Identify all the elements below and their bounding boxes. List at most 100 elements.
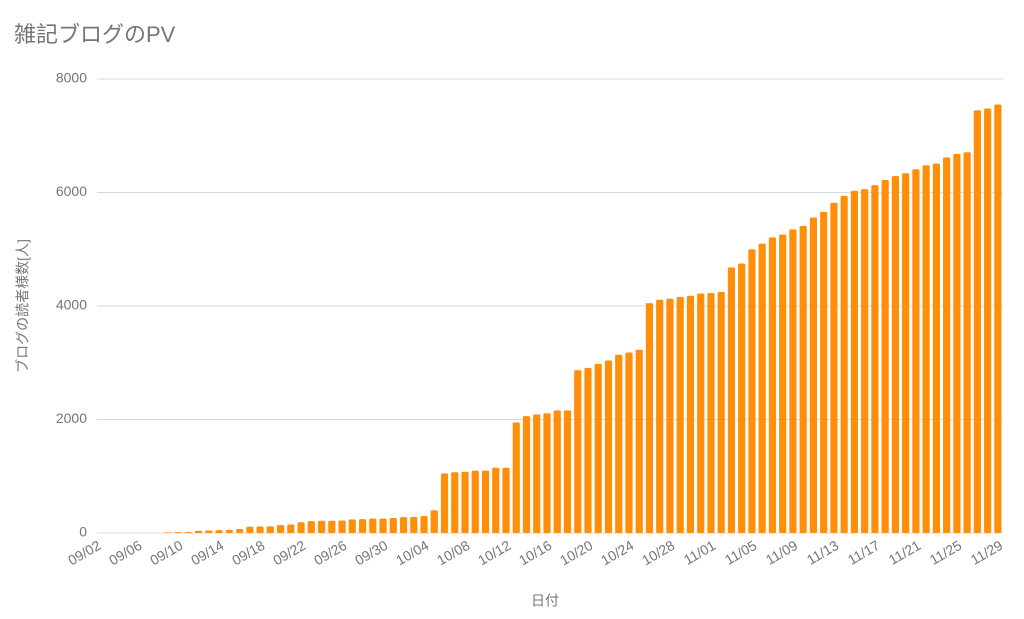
bar (410, 516, 418, 533)
bar (615, 354, 623, 533)
bar (809, 217, 818, 533)
bar (184, 531, 192, 533)
x-tick-label: 11/17 (845, 537, 883, 568)
bar (297, 522, 305, 533)
bar (779, 234, 787, 533)
bar (451, 472, 459, 533)
bar (584, 367, 592, 533)
chart-title: 雑記ブログのPV (14, 22, 176, 47)
x-tick-label: 10/20 (557, 537, 596, 568)
y-tick-label: 8000 (56, 70, 87, 86)
bar (440, 473, 449, 533)
bar (399, 517, 408, 533)
bar (553, 410, 561, 533)
bar (194, 530, 203, 533)
bar (943, 157, 951, 533)
bar (953, 153, 961, 533)
bar (389, 517, 397, 533)
bar (861, 189, 869, 533)
bar (522, 416, 531, 533)
y-tick-label: 2000 (56, 410, 87, 426)
bar (276, 525, 285, 533)
x-tick-label: 09/18 (229, 537, 268, 568)
x-tick-label: 09/06 (106, 537, 145, 568)
x-tick-label: 11/25 (927, 537, 965, 568)
bar (502, 467, 510, 533)
bar (328, 520, 336, 533)
bar (235, 529, 244, 533)
bar (850, 190, 859, 534)
bar (707, 292, 715, 533)
bar (891, 176, 900, 534)
x-tick-label: 10/28 (639, 537, 678, 568)
bar (174, 532, 182, 533)
bar (164, 532, 172, 533)
bar (225, 529, 233, 533)
bar (635, 349, 643, 533)
y-axis-label: ブログの読者様数[人] (15, 239, 31, 373)
bar (420, 515, 428, 533)
x-tick-label: 11/01 (681, 537, 719, 568)
bar (902, 173, 910, 533)
x-tick-label: 10/16 (516, 537, 555, 568)
bar (358, 519, 367, 533)
x-axis-label: 日付 (531, 593, 559, 609)
x-tick-label: 10/08 (434, 537, 473, 568)
bar (830, 202, 838, 533)
x-tick-label: 11/09 (763, 537, 801, 568)
x-tick-label: 09/10 (147, 537, 186, 568)
bar (645, 303, 654, 533)
bar (543, 413, 551, 533)
bar (912, 169, 920, 534)
x-tick-label: 10/24 (598, 537, 637, 568)
bar (686, 295, 695, 533)
bar (256, 526, 264, 533)
x-tick-label: 10/04 (393, 537, 432, 568)
bar (840, 195, 848, 533)
bar (594, 363, 602, 533)
bar (881, 180, 889, 533)
bar (697, 293, 705, 533)
bar (625, 352, 633, 533)
bar (379, 518, 387, 533)
bar (266, 526, 274, 533)
y-tick-label: 4000 (56, 297, 87, 313)
bar (758, 243, 766, 533)
x-tick-label: 11/13 (804, 537, 842, 568)
x-tick-label: 09/02 (65, 537, 104, 568)
bar (932, 163, 940, 533)
bar (215, 530, 223, 533)
bar (307, 521, 315, 533)
x-tick-label: 11/05 (722, 537, 760, 568)
bar (338, 520, 346, 533)
bar (717, 291, 725, 533)
bar (205, 530, 213, 533)
bar (963, 152, 971, 533)
bar (246, 526, 254, 533)
y-tick-label: 0 (79, 524, 87, 540)
bar (666, 298, 674, 533)
bar (676, 296, 684, 533)
x-tick-label: 09/22 (270, 537, 309, 568)
bar (973, 110, 981, 534)
bar (512, 422, 520, 533)
bar (984, 108, 992, 533)
y-tick-label: 6000 (56, 183, 87, 199)
bar (748, 249, 756, 533)
bar (461, 471, 469, 533)
x-tick-label: 09/30 (352, 537, 391, 568)
bar (471, 470, 479, 533)
bar (604, 360, 613, 533)
bar (492, 467, 500, 533)
bar (287, 524, 295, 533)
bar (533, 414, 541, 533)
bar (871, 185, 879, 533)
bar (348, 519, 356, 533)
bar (481, 470, 490, 533)
x-tick-label: 09/26 (311, 537, 350, 568)
bar (789, 229, 797, 533)
x-tick-label: 11/21 (886, 537, 924, 568)
bar (922, 165, 930, 533)
bar (994, 104, 1002, 533)
